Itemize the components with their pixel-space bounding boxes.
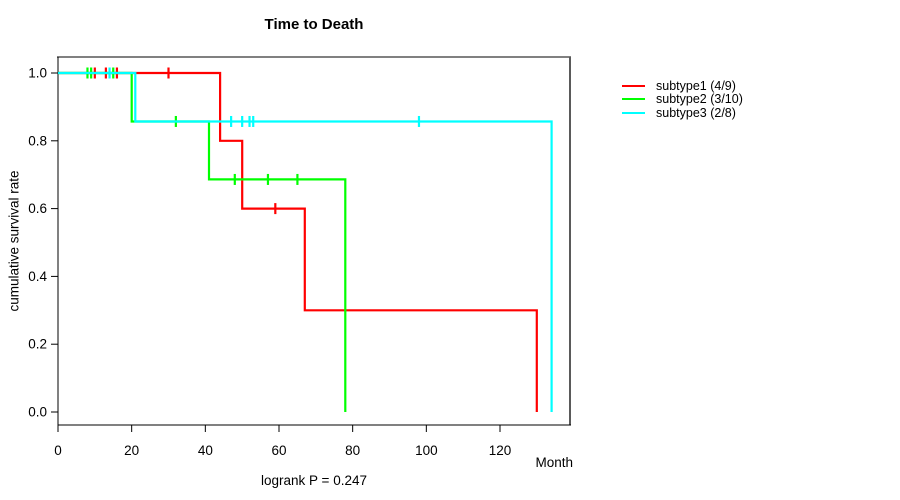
x-axis-tick-label: 20 <box>124 443 139 458</box>
survival-curve-2 <box>58 71 347 412</box>
x-axis-tick-label: 120 <box>489 443 512 458</box>
x-axis-tick-label: 80 <box>345 443 360 458</box>
y-axis-tick-label: 0.4 <box>28 269 47 284</box>
legend-label: subtype1 (4/9) <box>656 78 736 93</box>
x-axis-tick-label: 40 <box>198 443 213 458</box>
page-title: Time to Death <box>264 16 364 33</box>
legend-item: subtype3 (2/8) <box>622 106 743 120</box>
legend-line-swatch <box>622 98 645 101</box>
legend-label: subtype2 (3/10) <box>656 92 743 107</box>
legend-item: subtype2 (3/10) <box>622 92 743 107</box>
y-axis-tick-label: 0.0 <box>28 405 47 420</box>
x-axis-tick-label: 0 <box>54 443 62 458</box>
legend: subtype1 (4/9) subtype2 (3/10) subtype3 … <box>622 79 743 120</box>
y-axis-tick-label: 0.8 <box>28 133 47 148</box>
x-axis-label: Month <box>535 455 573 470</box>
survival-curve-1 <box>58 71 538 412</box>
y-axis-tick-label: 0.6 <box>28 201 47 216</box>
logrank-annotation: logrank P = 0.247 <box>261 473 367 488</box>
x-axis-tick-label: 100 <box>415 443 438 458</box>
legend-line-swatch <box>622 84 645 87</box>
x-axis-tick-label: 60 <box>271 443 286 458</box>
y-axis-tick-label: 0.2 <box>28 337 47 352</box>
legend-line-swatch <box>622 111 645 114</box>
legend-item: subtype1 (4/9) <box>622 79 743 93</box>
legend-label: subtype3 (2/8) <box>656 105 736 120</box>
y-axis-tick-label: 1.0 <box>28 66 47 81</box>
